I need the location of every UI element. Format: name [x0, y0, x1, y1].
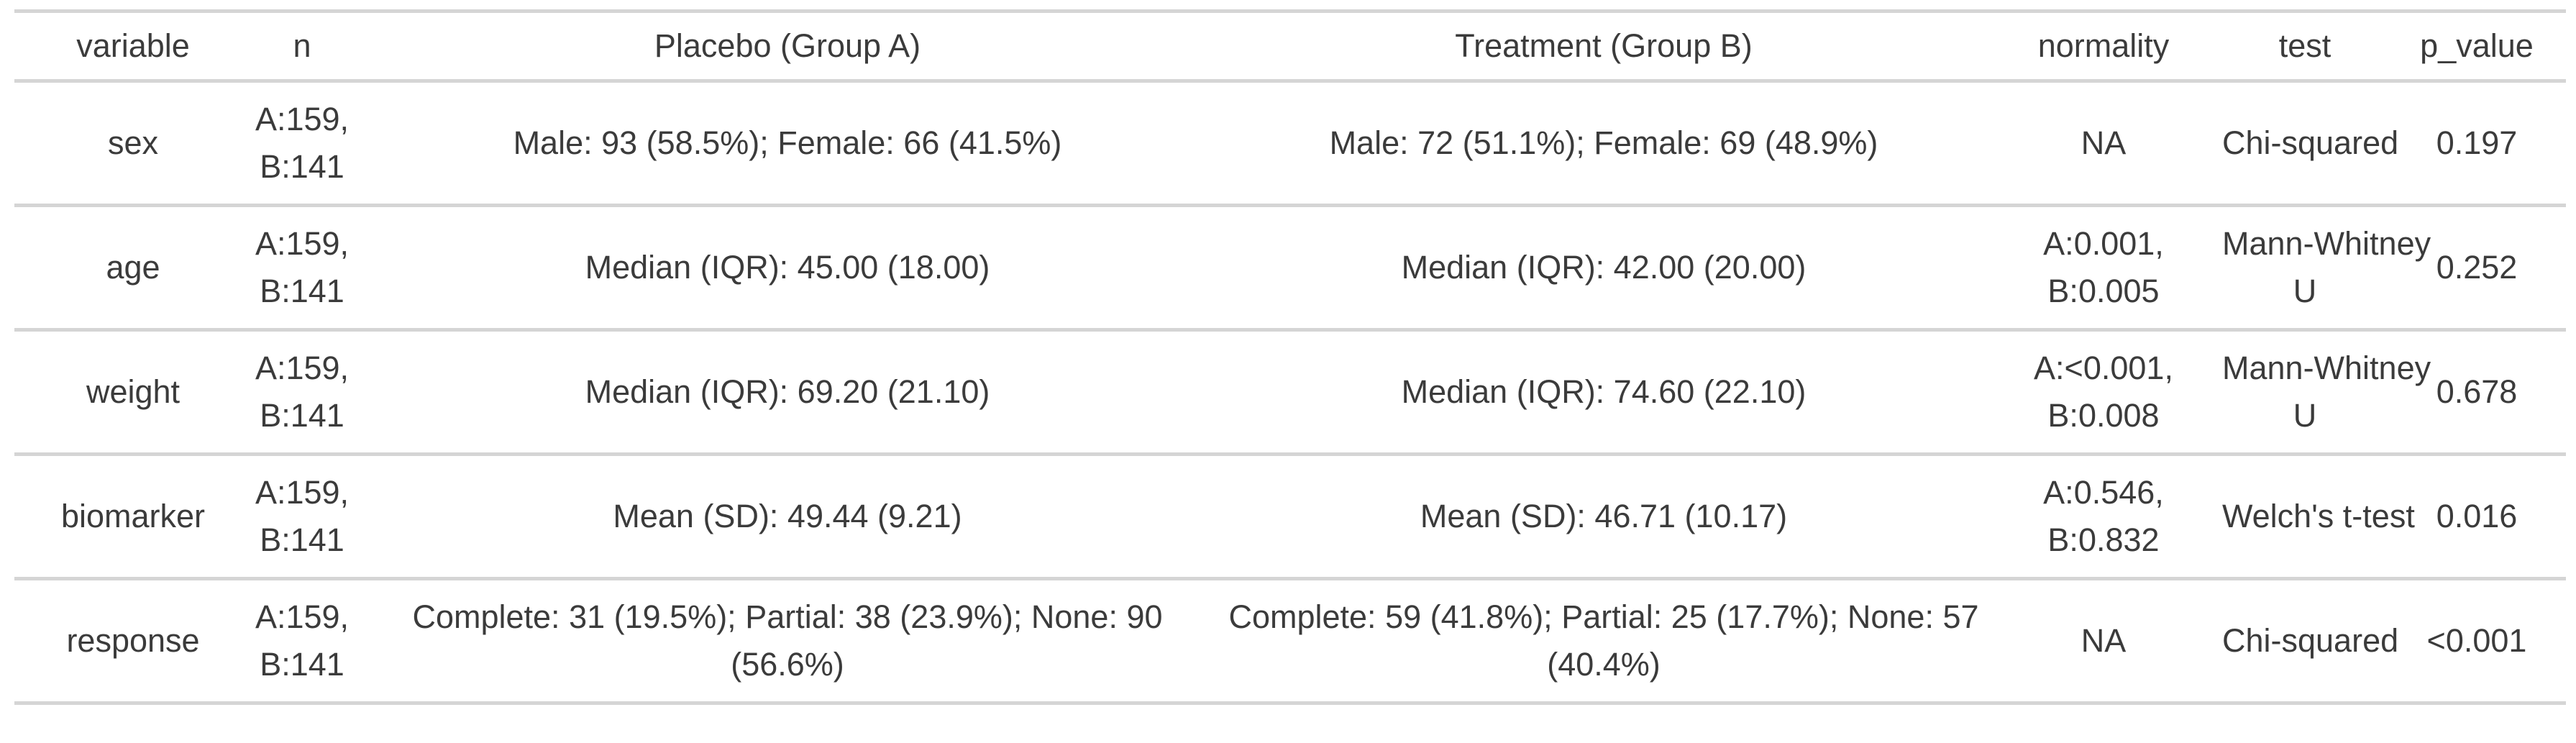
cell-p-value: 0.197: [2436, 124, 2518, 161]
cell-test: Welch's t-test: [2222, 498, 2415, 534]
cell-test: Chi-squared: [2222, 124, 2399, 161]
cell-normality: NA: [2081, 124, 2127, 161]
cell-p-value: 0.678: [2436, 373, 2518, 410]
cell-placebo: Median (IQR): 69.20 (21.10): [585, 373, 990, 410]
cell-p-value: <0.001: [2426, 622, 2527, 659]
cell-normality: A:0.001, B:0.005: [2043, 225, 2164, 309]
cell-variable: biomarker: [60, 498, 206, 534]
cell-placebo: Median (IQR): 45.00 (18.00): [585, 249, 990, 286]
cell-placebo: Mean (SD): 49.44 (9.21): [613, 498, 962, 534]
cell-n: A:159, B:141: [255, 350, 350, 434]
cell-n: A:159, B:141: [255, 225, 350, 309]
cell-variable: age: [106, 249, 160, 286]
column-header-test: test: [2278, 27, 2331, 64]
cell-placebo: Male: 93 (58.5%); Female: 66 (41.5%): [513, 124, 1062, 161]
cell-normality: NA: [2081, 622, 2127, 659]
cell-normality: A:0.546, B:0.832: [2043, 474, 2164, 558]
column-header-treatment: Treatment (Group B): [1455, 27, 1753, 64]
column-header-p-value: p_value: [2420, 27, 2534, 64]
cell-variable: weight: [86, 373, 181, 410]
cell-placebo: Complete: 31 (19.5%); Partial: 38 (23.9%…: [412, 598, 1163, 683]
cell-treatment: Complete: 59 (41.8%); Partial: 25 (17.7%…: [1228, 598, 1979, 683]
cell-n: A:159, B:141: [255, 101, 350, 185]
cell-n: A:159, B:141: [255, 474, 350, 558]
cell-p-value: 0.252: [2436, 249, 2518, 286]
header-row: variable n Placebo (Group A) Treatment (…: [14, 12, 2566, 81]
cell-treatment: Median (IQR): 42.00 (20.00): [1401, 249, 1807, 286]
table-row-response: response A:159, B:141 Complete: 31 (19.5…: [14, 579, 2566, 703]
cell-variable: response: [66, 622, 200, 659]
table-row-sex: sex A:159, B:141 Male: 93 (58.5%); Femal…: [14, 81, 2566, 206]
statistical-summary-table: variable n Placebo (Group A) Treatment (…: [14, 9, 2566, 705]
cell-p-value: 0.016: [2436, 498, 2518, 534]
cell-treatment: Median (IQR): 74.60 (22.10): [1401, 373, 1807, 410]
cell-test: Mann-Whitney U: [2222, 225, 2431, 309]
column-header-placebo: Placebo (Group A): [654, 27, 921, 64]
column-header-n: n: [293, 27, 311, 64]
cell-treatment: Male: 72 (51.1%); Female: 69 (48.9%): [1329, 124, 1878, 161]
table-row-biomarker: biomarker A:159, B:141 Mean (SD): 49.44 …: [14, 455, 2566, 579]
column-header-normality: normality: [2037, 27, 2170, 64]
cell-n: A:159, B:141: [255, 598, 350, 683]
cell-test: Mann-Whitney U: [2222, 350, 2431, 434]
cell-variable: sex: [107, 124, 159, 161]
table-row-age: age A:159, B:141 Median (IQR): 45.00 (18…: [14, 206, 2566, 330]
cell-treatment: Mean (SD): 46.71 (10.17): [1420, 498, 1788, 534]
column-header-variable: variable: [76, 27, 190, 64]
cell-normality: A:<0.001, B:0.008: [2034, 350, 2173, 434]
table-row-weight: weight A:159, B:141 Median (IQR): 69.20 …: [14, 330, 2566, 455]
cell-test: Chi-squared: [2222, 622, 2399, 659]
